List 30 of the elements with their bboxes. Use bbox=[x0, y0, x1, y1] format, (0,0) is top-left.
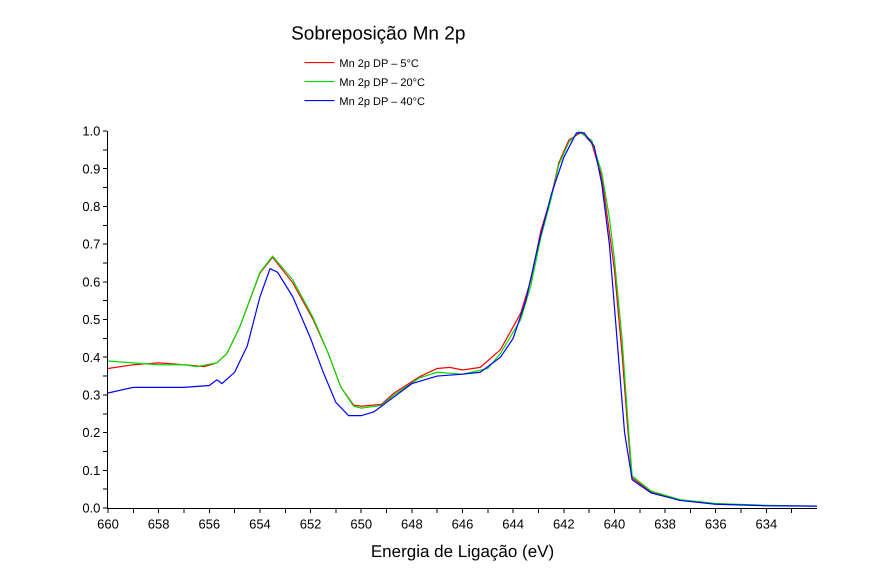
y-tick-label: 0.5 bbox=[82, 312, 100, 328]
x-tick-label: 638 bbox=[654, 516, 676, 532]
chart-title: Sobreposição Mn 2p bbox=[291, 23, 466, 44]
y-tick-label: 0.6 bbox=[82, 274, 100, 290]
legend-label: Mn 2p DP – 40°C bbox=[339, 96, 426, 108]
y-tick-label: 0.4 bbox=[82, 350, 100, 365]
legend-label: Mn 2p DP – 20°C bbox=[339, 76, 426, 89]
y-tick-label: 0.3 bbox=[82, 387, 100, 402]
x-tick-label: 658 bbox=[148, 516, 170, 532]
x-tick-label: 646 bbox=[452, 516, 474, 532]
x-tick-label: 644 bbox=[502, 516, 524, 532]
x-tick-label: 648 bbox=[401, 516, 423, 532]
x-tick-label: 640 bbox=[604, 516, 626, 532]
x-tick-label: 650 bbox=[350, 516, 372, 532]
y-tick-label: 0.8 bbox=[82, 198, 100, 214]
legend-label: Mn 2p DP – 5°C bbox=[339, 58, 419, 70]
x-tick-label: 656 bbox=[198, 516, 220, 532]
x-axis-title: Energia de Ligação (eV) bbox=[370, 542, 554, 561]
x-tick-label: 652 bbox=[300, 516, 322, 532]
x-tick-label: 634 bbox=[756, 516, 778, 532]
y-tick-label: 0.0 bbox=[82, 500, 100, 516]
y-tick-label: 0.7 bbox=[82, 236, 100, 252]
y-tick-label: 0.2 bbox=[82, 425, 100, 440]
y-tick-label: 1.0 bbox=[82, 124, 100, 139]
y-tick-label: 0.9 bbox=[82, 161, 100, 176]
x-tick-label: 636 bbox=[704, 516, 727, 532]
x-tick-label: 654 bbox=[249, 516, 271, 532]
x-tick-label: 660 bbox=[97, 516, 119, 532]
x-tick-label: 642 bbox=[552, 516, 575, 532]
y-tick-label: 0.1 bbox=[82, 462, 100, 478]
